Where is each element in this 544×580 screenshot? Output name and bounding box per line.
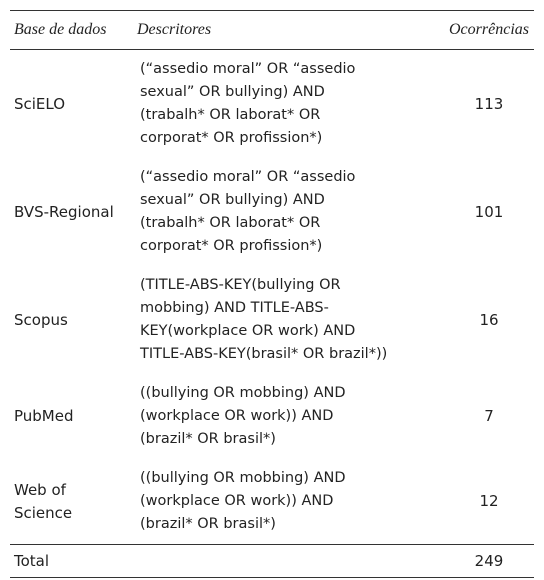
database-cell: Scopus — [14, 310, 68, 329]
occurrence-cell: 12 — [479, 492, 499, 510]
header-cell: Ocorrências — [444, 10, 534, 50]
total-row: Total 249 — [10, 544, 534, 578]
total-value: 249 — [444, 544, 534, 578]
empty-cell — [136, 544, 444, 578]
descriptor-line: TITLE-ABS-KEY(brasil* OR brazil*)) — [140, 346, 388, 362]
descriptor-line: (TITLE-ABS-KEY(bullying OR — [140, 277, 341, 293]
table-row: Scopus (TITLE-ABS-KEY(bullying OR mobbing)… — [10, 266, 534, 374]
descriptor-line: sexual” OR bullying) AND — [140, 192, 325, 208]
descriptor-line: (trabalh* OR laborat* OR — [140, 215, 321, 231]
database-cell: PubMed — [14, 407, 74, 425]
descriptor-cell: (“assedio moral” OR “assedio sexual” OR b… — [136, 50, 444, 159]
table: Base de dados Descritores Ocorrências Sc… — [10, 10, 534, 578]
header-cell: Descritores — [136, 10, 444, 50]
occurrence-cell: 113 — [474, 94, 504, 113]
descriptor-cell: (TITLE-ABS-KEY(bullying OR mobbing) AND T… — [136, 266, 444, 374]
table-row: PubMed ((bullying OR mobbing) AND (workpla… — [10, 374, 534, 459]
database-cell: SciELO — [14, 94, 66, 113]
database-line: Science — [14, 503, 73, 522]
database-cell: BVS-Regional — [14, 202, 114, 221]
descriptor-line: sexual” OR bullying) AND — [140, 84, 325, 100]
total-label: Total — [10, 544, 136, 578]
table-row: BVS-Regional (“assedio moral” OR “assedio… — [10, 158, 534, 266]
occurrence-cell: 16 — [479, 310, 499, 329]
descriptor-line: (“assedio moral” OR “assedio — [140, 61, 356, 77]
table-row: SciELO (“assedio moral” OR “assedio sexual… — [10, 50, 534, 159]
descriptor-line: mobbing) AND TITLE-ABS- — [140, 300, 329, 316]
database-cell: Web of Science — [10, 459, 136, 545]
descriptor-line: (trabalh* OR laborat* OR — [140, 107, 321, 123]
header-cell: Base de dados — [10, 10, 136, 50]
table-body: SciELO (“assedio moral” OR “assedio sexual… — [10, 50, 534, 545]
table-row: Web of Science ((bullying OR mobbing) AND(… — [10, 459, 534, 545]
descriptor-cell: ((bullying OR mobbing) AND (workplace OR … — [136, 374, 444, 459]
descriptor-cell: ((bullying OR mobbing) AND (workplace OR … — [136, 459, 444, 545]
descriptor-line: (brazil* OR brasil*) — [140, 431, 276, 447]
descriptor-line: ((bullying OR mobbing) AND — [140, 470, 346, 486]
occurrence-cell: 7 — [484, 407, 494, 425]
occurrence-cell: 101 — [474, 202, 504, 221]
descriptor-line: corporat* OR profission*) — [140, 130, 323, 146]
header-row: Base de dados Descritores Ocorrências — [10, 10, 534, 50]
descriptor-line: ((bullying OR mobbing) AND — [140, 385, 346, 401]
descriptor-line: (workplace OR work)) AND — [140, 493, 334, 509]
database-line: Web of — [14, 480, 66, 499]
descriptor-line: (brazil* OR brasil*) — [140, 516, 276, 532]
descriptor-line: (workplace OR work)) AND — [140, 408, 334, 424]
descriptor-cell: (“assedio moral” OR “assedio sexual” OR b… — [136, 158, 444, 266]
descriptor-line: KEY(workplace OR work) AND — [140, 323, 356, 339]
descriptor-line: corporat* OR profission*) — [140, 238, 323, 254]
descriptor-line: (“assedio moral” OR “assedio — [140, 169, 356, 185]
